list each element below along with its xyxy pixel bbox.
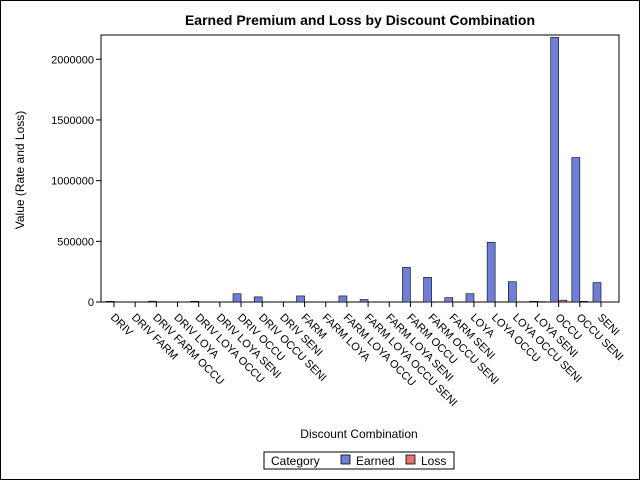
bar-earned (296, 295, 305, 303)
bar-loss (558, 299, 567, 303)
bar-earned (529, 301, 538, 303)
chart-title: Earned Premium and Loss by Discount Comb… (185, 12, 535, 28)
y-axis-label: Value (Rate and Loss) (13, 111, 27, 230)
legend: Category Earned Loss (263, 451, 455, 470)
legend-label-loss: Loss (421, 454, 446, 468)
bar-earned (253, 296, 263, 303)
bar-earned (423, 277, 432, 303)
bar-earned (465, 293, 475, 303)
x-axis-label: Discount Combination (300, 427, 417, 441)
bar-earned (550, 37, 559, 303)
x-tick-label: DRIV (108, 312, 136, 340)
y-tick-label: 500000 (57, 236, 94, 248)
bar-earned (105, 300, 115, 303)
legend-swatch-loss (405, 454, 416, 465)
legend-label-earned: Earned (356, 454, 395, 468)
bar-earned (359, 299, 369, 303)
bar-earned (571, 157, 581, 303)
y-tick-label: 2000000 (51, 54, 94, 66)
y-tick-label: 1500000 (51, 115, 94, 127)
bar-earned (338, 295, 348, 303)
legend-title: Category (271, 454, 320, 468)
legend-swatch-earned (340, 454, 351, 465)
bar-earned (232, 293, 242, 303)
y-tick-label: 1000000 (51, 176, 94, 188)
bar-loss (579, 301, 589, 303)
bar-earned (148, 300, 157, 303)
bar-earned (444, 297, 454, 303)
bar-earned (486, 241, 496, 303)
plot-frame (100, 34, 620, 303)
bar-earned (508, 281, 517, 303)
y-tick-label: 0 (88, 297, 94, 309)
bar-earned (592, 282, 602, 303)
bar-earned (190, 300, 199, 303)
bar-earned (402, 267, 411, 303)
